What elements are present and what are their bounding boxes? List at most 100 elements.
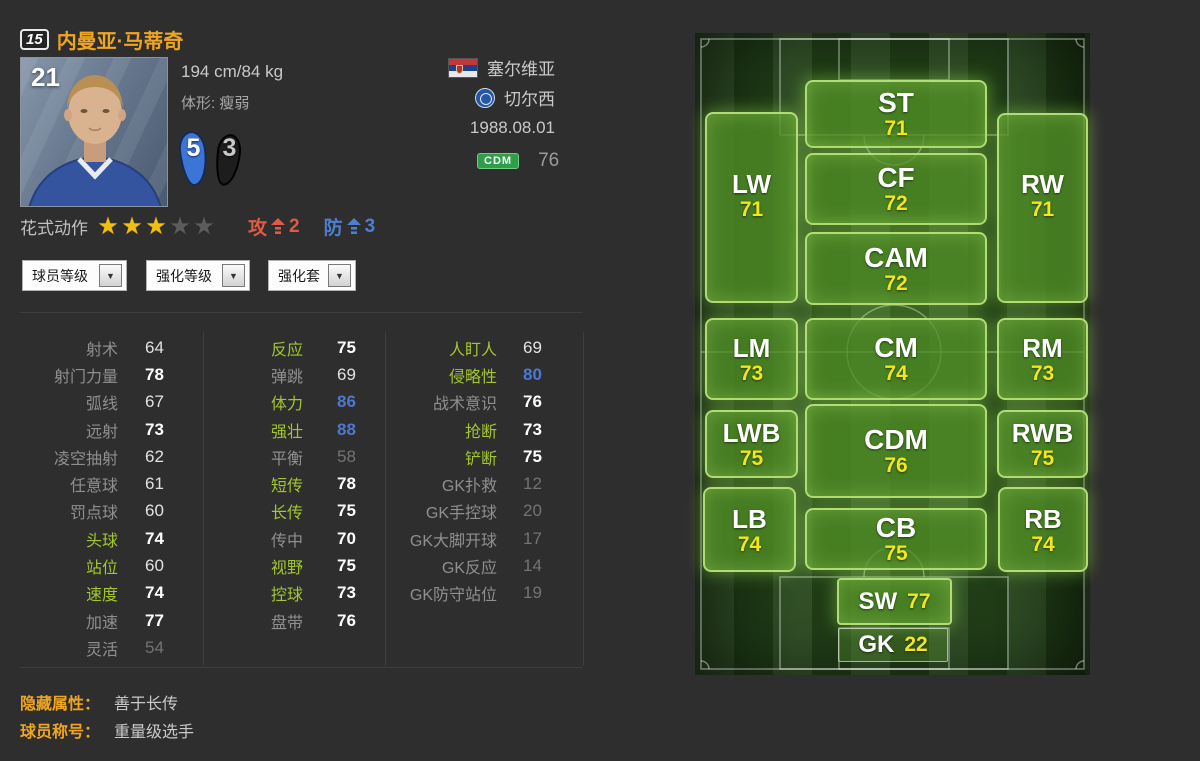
stats-column-defense-gk: 人盯人 69 侵略性 80 战术意识 76 抢断 73 铲断 75 GK扑救 12 GK手控球 20 GK大… (392, 334, 582, 607)
enhance-level-dropdown[interactable]: 强化等级 ▼ (146, 260, 250, 291)
stat-row: 抢断 73 (392, 416, 582, 443)
stat-value: 75 (337, 501, 356, 521)
dropdown-arrow-button[interactable]: ▼ (222, 264, 245, 287)
position-code: LB (732, 503, 767, 534)
stat-label: GK反应 (441, 560, 497, 578)
stat-row: 铲断 75 (392, 443, 582, 470)
chelsea-badge-icon (475, 87, 495, 108)
stat-label: 头球 (85, 532, 118, 550)
position-box-st: ST 71 (805, 80, 987, 148)
player-title-label: 球员称号： (20, 724, 101, 741)
position-box-lwb: LWB 75 (705, 410, 798, 478)
overall-row: CDM 76 (477, 150, 559, 172)
position-box-cam: CAM 72 (805, 232, 987, 305)
up-arrow-icon (346, 218, 361, 234)
stat-label: 加速 (85, 614, 118, 632)
position-rating: 71 (739, 197, 764, 221)
stat-label: 体力 (270, 396, 303, 414)
stat-value: 74 (145, 528, 164, 548)
stat-value: 76 (523, 392, 542, 412)
stats-table: 射术 64 射门力量 78 弧线 67 远射 73 凌空抽射 62 任意球 61 罚点球 60 头球 74 站位… (20, 334, 582, 668)
hidden-attribute-row: 隐藏属性： 善于长传 (20, 690, 178, 714)
stat-label: 速度 (85, 587, 118, 605)
position-code: ST (878, 87, 914, 118)
stat-label: 铲断 (464, 450, 497, 468)
stat-label: 任意球 (69, 478, 118, 496)
position-code: SW (858, 587, 898, 615)
stat-row: GK防守站位 19 (392, 580, 582, 607)
position-code: LWB (722, 418, 781, 448)
player-name: 内曼亚·马蒂奇 (56, 31, 184, 53)
position-code: CM (874, 332, 918, 363)
stat-row: 射门力量 78 (20, 361, 200, 388)
stats-column-physical-passing: 反应 75 弹跳 69 体力 86 强壮 88 平衡 58 短传 78 长传 75 传中 70 视野 75 控球 73… (205, 334, 385, 634)
divider (20, 667, 582, 668)
hidden-attribute-label: 隐藏属性： (20, 696, 101, 713)
overall-rating: 76 (538, 150, 560, 171)
stat-label: 平衡 (270, 450, 303, 468)
stat-row: 远射 73 (20, 416, 200, 443)
stat-row: 凌空抽射 62 (20, 443, 200, 470)
stat-label: 视野 (270, 560, 303, 578)
stat-value: 80 (523, 364, 542, 384)
position-box-sw: SW 77 (837, 578, 952, 625)
player-portrait-image (28, 75, 162, 206)
stat-label: 远射 (85, 423, 118, 441)
left-foot-rating: 5 (186, 134, 201, 162)
stat-value: 86 (337, 392, 356, 412)
position-box-lm: LM 73 (705, 318, 798, 400)
stat-row: 灵活 54 (20, 634, 200, 661)
position-code: RWB (1011, 418, 1074, 448)
stat-row: 侵略性 80 (392, 361, 582, 388)
skill-moves-label: 花式动作 (20, 219, 88, 238)
stat-value: 67 (145, 392, 164, 412)
stat-label: 侵略性 (448, 368, 497, 386)
dropdown-arrow-button[interactable]: ▼ (99, 264, 122, 287)
stat-row: GK扑救 12 (392, 470, 582, 497)
stat-value: 61 (145, 474, 164, 494)
stat-value: 78 (145, 364, 164, 384)
serbia-flag-icon (448, 57, 478, 78)
position-box-gk: GK 22 (838, 628, 948, 662)
position-code: CDM (864, 424, 928, 455)
star-icon: ★ (169, 212, 191, 240)
position-rating: 74 (884, 362, 908, 385)
height-weight-text: 194 cm/84 kg (181, 62, 284, 81)
player-level-dropdown[interactable]: 球员等级 ▼ (22, 260, 127, 291)
stat-row: 速度 74 (20, 580, 200, 607)
jersey-number: 21 (31, 62, 60, 92)
stat-value: 12 (523, 474, 542, 494)
stat-row: 短传 78 (205, 470, 385, 497)
stat-row: 控球 73 (205, 580, 385, 607)
stat-value: 58 (337, 446, 356, 466)
position-rating: 75 (739, 447, 764, 470)
position-rating: 76 (884, 454, 908, 477)
position-box-cm: CM 74 (805, 318, 987, 400)
stat-value: 60 (145, 556, 164, 576)
stat-value: 73 (337, 583, 356, 603)
stat-value: 19 (523, 583, 542, 603)
position-rating: 22 (904, 633, 928, 656)
stat-label: 战术意识 (432, 396, 497, 414)
nationality-row: 塞尔维亚 (395, 55, 555, 80)
position-code: GK (858, 631, 895, 658)
position-rating: 72 (884, 271, 908, 295)
stat-row: 平衡 58 (205, 443, 385, 470)
stat-value: 76 (337, 610, 356, 630)
dropdown-arrow-button[interactable]: ▼ (328, 264, 351, 287)
stat-row: GK手控球 20 (392, 498, 582, 525)
stat-value: 54 (145, 637, 164, 657)
attack-boost: 攻 2 (248, 213, 300, 240)
player-title-value: 重量级选手 (114, 724, 195, 741)
stat-label: 人盯人 (448, 341, 497, 359)
right-foot-icon: 3 (212, 131, 244, 188)
player-photo: 21 (20, 57, 168, 207)
stat-value: 77 (145, 610, 164, 630)
stat-label: 站位 (85, 560, 118, 578)
star-icon: ★ (193, 212, 215, 240)
stat-row: 射术 64 (20, 334, 200, 361)
player-header: 15 内曼亚·马蒂奇 (20, 25, 183, 54)
stat-label: 强壮 (270, 423, 303, 441)
enhance-set-dropdown[interactable]: 强化套 ▼ (268, 260, 356, 291)
position-pitch: ST 71 LW 71 CF 72 RW 71 CAM 72 LM 73 CM 74 RM 73 LWB 75 CD… (695, 33, 1090, 675)
